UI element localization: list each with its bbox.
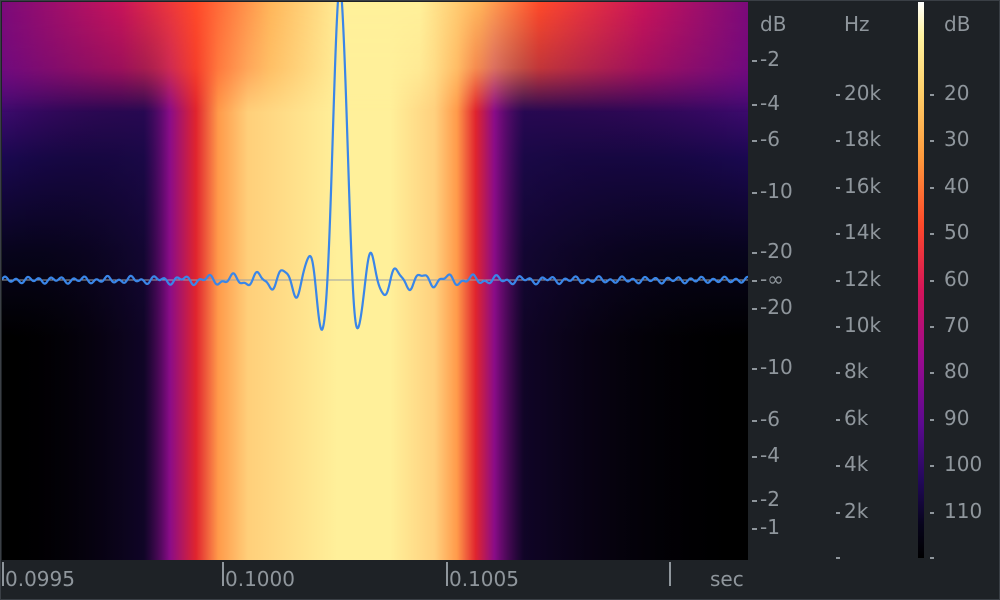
waveform-trace xyxy=(2,2,748,331)
time-axis-tick-label: 0.0995 xyxy=(5,567,75,591)
db-scale-tick-label: 100 xyxy=(944,452,983,476)
top-energy-band xyxy=(2,2,748,112)
hz-axis-tick xyxy=(836,557,840,559)
db-scale-tick-label: 20 xyxy=(944,81,970,105)
hz-axis-tick-label: 6k xyxy=(844,406,869,430)
db-scale-tick-label: 40 xyxy=(944,174,970,198)
db-axis-tick xyxy=(752,192,757,194)
db-axis-tick-label: -6 xyxy=(760,407,780,431)
db-axis-tick xyxy=(752,60,757,62)
db-scale-tick xyxy=(930,94,934,96)
db-scale-tick xyxy=(930,187,934,189)
hz-axis-tick xyxy=(836,326,840,328)
db-axis-tick xyxy=(752,252,757,254)
spectrogram-view[interactable] xyxy=(2,2,748,560)
hz-axis-tick xyxy=(836,512,840,514)
hz-axis-tick-label: 18k xyxy=(844,127,882,151)
hz-axis-tick-label: 20k xyxy=(844,81,882,105)
hz-axis-tick-label: 12k xyxy=(844,267,882,291)
time-axis-unit-label: sec xyxy=(710,567,744,591)
hz-axis-tick xyxy=(836,94,840,96)
db-axis-tick xyxy=(752,500,757,502)
db-scale-tick-label: 90 xyxy=(944,406,970,430)
db-axis-tick xyxy=(752,456,757,458)
db-axis-tick-label: -1 xyxy=(760,515,780,539)
db-scale-tick xyxy=(930,140,934,142)
hz-axis-tick-label: 4k xyxy=(844,452,869,476)
db-scale-tick xyxy=(930,465,934,467)
spectrogram-canvas[interactable] xyxy=(2,2,748,560)
hz-axis-tick-label: 14k xyxy=(844,220,882,244)
db-axis-tick xyxy=(752,420,757,422)
db-axis-tick-label: -4 xyxy=(760,91,780,115)
hz-axis-tick xyxy=(836,140,840,142)
db-scale-title: dB xyxy=(944,12,971,36)
time-axis[interactable]: 0.0995 0.1000 0.1005 sec xyxy=(2,562,748,598)
db-axis-tick-label: -20 xyxy=(760,295,793,319)
db-scale-tick xyxy=(930,326,934,328)
db-axis-tick xyxy=(752,368,757,370)
db-scale-tick-label: 60 xyxy=(944,267,970,291)
time-axis-tick xyxy=(2,562,4,586)
db-axis-tick-label: -4 xyxy=(760,443,780,467)
hz-axis-tick xyxy=(836,233,840,235)
db-scale-tick-label: 110 xyxy=(944,499,983,523)
db-axis-tick xyxy=(752,140,757,142)
db-scale-tick xyxy=(930,233,934,235)
time-axis-tick xyxy=(669,562,671,586)
db-scale-tick xyxy=(930,419,934,421)
time-axis-tick xyxy=(222,562,224,586)
db-axis-tick-label: -10 xyxy=(760,179,793,203)
hz-axis-tick xyxy=(836,419,840,421)
db-axis-tick-label: -∞ xyxy=(760,267,784,291)
color-scale-bar xyxy=(918,2,924,558)
db-scale-tick xyxy=(930,372,934,374)
db-axis-tick-label: -20 xyxy=(760,239,793,263)
db-scale-tick-label: 80 xyxy=(944,359,970,383)
time-axis-tick-label: 0.1005 xyxy=(449,567,519,591)
hz-axis-tick-label: 8k xyxy=(844,359,869,383)
hz-axis-tick xyxy=(836,465,840,467)
hz-axis-tick-label: 16k xyxy=(844,174,882,198)
db-axis-tick xyxy=(752,104,757,106)
db-scale-tick-label: 30 xyxy=(944,127,970,151)
db-axis-tick-label: -6 xyxy=(760,127,780,151)
db-axis-tick-label: -2 xyxy=(760,487,780,511)
db-scale-tick-label: 70 xyxy=(944,313,970,337)
db-axis-tick-label: -10 xyxy=(760,355,793,379)
hz-axis-title: Hz xyxy=(844,12,870,36)
time-axis-tick-label: 0.1000 xyxy=(225,567,295,591)
hz-axis-tick xyxy=(836,372,840,374)
hz-axis-tick-label: 2k xyxy=(844,499,869,523)
db-scale-tick xyxy=(930,557,934,559)
hz-axis-tick xyxy=(836,187,840,189)
hz-axis-tick xyxy=(836,280,840,282)
db-axis-tick xyxy=(752,280,757,282)
db-scale-tick xyxy=(930,280,934,282)
db-axis-tick xyxy=(752,308,757,310)
db-axis-title: dB xyxy=(760,12,787,36)
hz-axis-tick-label: 10k xyxy=(844,313,882,337)
db-scale-tick-label: 50 xyxy=(944,220,970,244)
time-axis-tick xyxy=(446,562,448,586)
db-axis-tick xyxy=(752,528,757,530)
db-axis-tick-label: -2 xyxy=(760,47,780,71)
db-scale-tick xyxy=(930,512,934,514)
